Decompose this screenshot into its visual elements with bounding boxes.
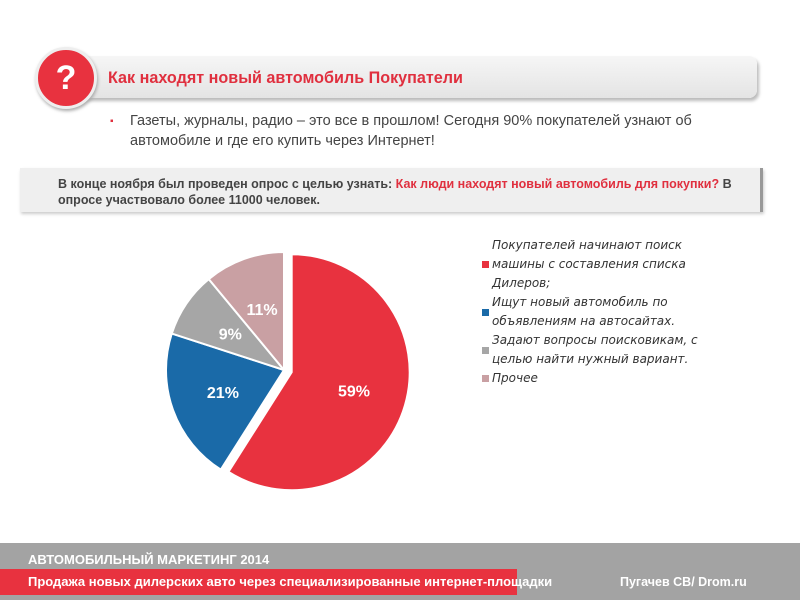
title-bar [60,56,757,98]
legend-label: Покупателей начинают поиск машины с сост… [492,238,686,290]
survey-question: Как люди находят новый автомобиль для по… [395,177,720,191]
pie-slice [207,250,285,373]
survey-text-intro: В конце ноября был проведен опрос с цель… [58,177,396,191]
footer-subtitle: Продажа новых дилерских авто через специ… [28,574,553,589]
chart-legend: Покупателей начинают поиск машины с сост… [482,236,722,388]
footer-author: Пугачев СВ/ Drom.ru [620,575,747,589]
legend-item: Прочее [482,369,722,388]
pie-data-label: 11% [246,302,277,319]
legend-label: Прочее [492,371,538,385]
bullet-text: Газеты, журналы, радио – это все в прошл… [130,113,692,149]
legend-label: Ищут новый автомобиль по объявлениям на … [492,295,676,328]
legend-item: Задают вопросы поисковикам, с целью найт… [482,331,722,369]
pie-data-label: 21% [207,385,239,402]
survey-text-count: В опросе участвовало более 11000 человек… [58,177,732,207]
legend-swatch [482,346,489,354]
legend-swatch [482,308,489,316]
legend-item: Ищут новый автомобиль по объявлениям на … [482,293,722,331]
legend-label: Задают вопросы поисковикам, с целью найт… [492,333,698,366]
legend-item: Покупателей начинают поиск машины с сост… [482,236,722,293]
page-title: Как находят новый автомобиль Покупатели [108,68,463,87]
legend-swatch [482,375,489,382]
survey-text: В конце ноября был проведен опрос с цель… [58,176,748,208]
pie-data-label: 9% [219,327,242,344]
pie-slice [165,332,286,472]
pie-data-label: 59% [338,383,370,400]
survey-box [20,168,763,212]
legend-swatch [482,261,489,268]
question-icon: ? [35,47,97,109]
pie-slice [227,253,411,492]
bullet-marker: ▪ [110,116,114,127]
footer-red-band [0,569,517,595]
footer-title: АВТОМОБИЛЬНЫЙ МАРКЕТИНГ 2014 [28,552,270,567]
